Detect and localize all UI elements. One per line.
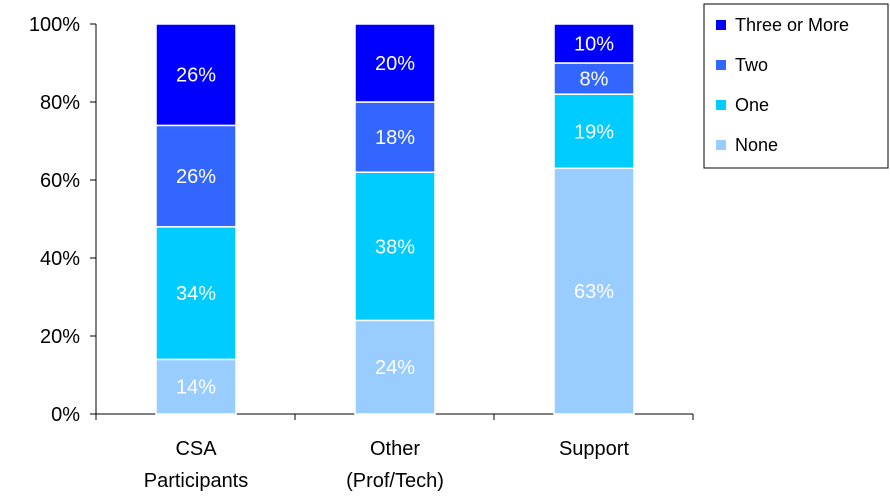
- legend-label: None: [735, 135, 778, 155]
- data-label: 34%: [176, 283, 216, 305]
- category-label: Support: [559, 438, 629, 460]
- bars: 14% 34% 26% 26% 24% 38% 18% 20% 63% 19% 8% 10%: [155, 23, 635, 415]
- data-label: 24%: [375, 357, 415, 379]
- legend-swatch: [716, 60, 726, 70]
- legend-label: Two: [735, 55, 768, 75]
- bar-segment: [155, 358, 237, 415]
- bar-segment: [553, 23, 635, 64]
- bar-segment: [553, 93, 635, 170]
- bar-segment: [354, 23, 436, 103]
- x-axis: CSA Participants Other (Prof/Tech) Support: [95, 413, 694, 492]
- category-label: CSA: [175, 438, 217, 460]
- bar-segment: [354, 171, 436, 322]
- data-label: 38%: [375, 236, 415, 258]
- y-tick-label: 80%: [40, 92, 80, 114]
- legend-swatch: [716, 140, 726, 150]
- bar-segment: [354, 101, 436, 173]
- data-label: 26%: [176, 166, 216, 188]
- data-label: 20%: [375, 53, 415, 75]
- category-label: (Prof/Tech): [346, 470, 444, 492]
- y-tick-label: 40%: [40, 248, 80, 270]
- legend-swatch: [716, 100, 726, 110]
- category-label: Other: [370, 438, 420, 460]
- data-label: 26%: [176, 65, 216, 87]
- y-tick-label: 0%: [51, 404, 80, 426]
- legend: Three or More Two One None: [703, 3, 889, 169]
- legend-swatch: [716, 20, 726, 30]
- legend-box: [703, 3, 889, 169]
- legend-label: Three or More: [735, 15, 849, 35]
- data-label: 14%: [176, 377, 216, 399]
- y-tick-label: 20%: [40, 326, 80, 348]
- legend-label: One: [735, 95, 769, 115]
- data-label: 18%: [375, 127, 415, 149]
- bar-segment: [553, 62, 635, 95]
- y-axis: 0% 20% 40% 60% 80% 100%: [29, 14, 97, 426]
- data-label: 10%: [574, 34, 614, 56]
- data-label: 8%: [580, 69, 609, 91]
- data-label: 19%: [574, 121, 614, 143]
- bar-segment: [155, 23, 237, 127]
- category-label: Participants: [144, 470, 249, 492]
- bar-segment: [354, 319, 436, 415]
- y-tick-label: 60%: [40, 170, 80, 192]
- data-label: 63%: [574, 281, 614, 303]
- y-tick-label: 100%: [29, 14, 80, 36]
